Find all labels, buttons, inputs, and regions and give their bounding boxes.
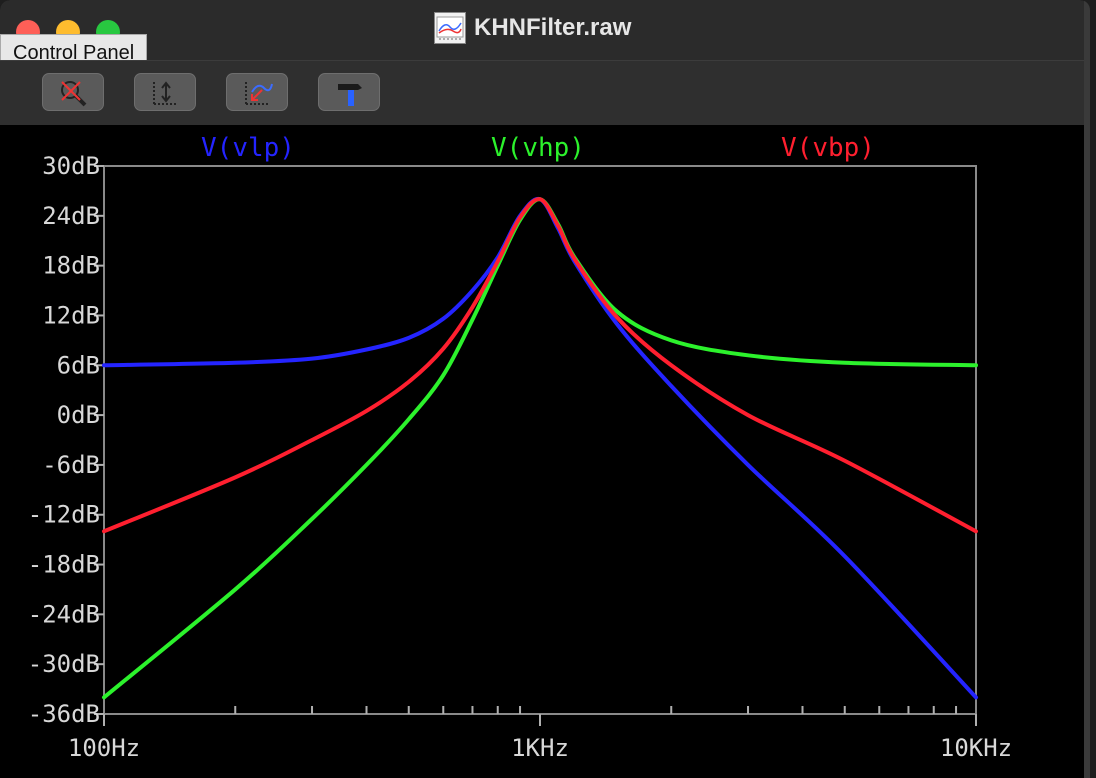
y-tick-label: 30dB [42, 152, 100, 180]
plot-legend: V(vlp) V(vhp) V(vbp) [201, 133, 875, 163]
y-tick-label: 6dB [57, 351, 100, 379]
y-tick-label: 0dB [57, 401, 100, 429]
trace-vvbp[interactable] [102, 197, 978, 534]
zoom-back-button[interactable] [226, 73, 288, 111]
title-bar: KHNFilter.raw Control Panel [0, 0, 1090, 73]
legend-vvhp[interactable]: V(vhp) [491, 133, 585, 163]
toolbar [0, 60, 1090, 125]
y-tick-label: -6dB [42, 451, 100, 479]
x-tick-label: 10KHz [940, 734, 1012, 762]
plot-frame [103, 165, 977, 715]
x-tick-label: 1KHz [511, 734, 569, 762]
y-tick-label: -24dB [28, 600, 100, 628]
waveform-doc-icon [434, 12, 466, 44]
x-tick-label: 100Hz [68, 734, 140, 762]
zoom-back-icon [245, 82, 273, 105]
y-tick-label: 24dB [42, 202, 100, 230]
zoom-cancel-button[interactable] [42, 73, 104, 111]
y-tick-label: -30dB [28, 650, 100, 678]
trace-vvlp[interactable] [102, 196, 978, 700]
legend-vvbp[interactable]: V(vbp) [781, 133, 875, 163]
plot-traces [102, 196, 978, 700]
zoom-cancel-icon [61, 81, 87, 107]
control-panel-button[interactable] [318, 73, 380, 111]
y-tick-label: 18dB [42, 252, 100, 280]
waveform-plot[interactable]: 30dB 24dB 18dB 12dB 6dB 0dB -6dB -12dB -18dB -24d… [0, 124, 1090, 778]
y-tick-label: -12dB [28, 501, 100, 529]
autorange-icon [153, 81, 178, 105]
control-panel-hammer-icon [338, 84, 362, 106]
window-edge [1084, 0, 1090, 778]
trace-vvhp[interactable] [102, 197, 978, 700]
y-tick-label: -36dB [28, 700, 100, 728]
window-title: KHNFilter.raw [474, 14, 632, 41]
y-tick-label: -18dB [28, 551, 100, 579]
autorange-button[interactable] [134, 73, 196, 111]
legend-vvlp[interactable]: V(vlp) [201, 133, 295, 163]
y-tick-label: 12dB [42, 301, 100, 329]
plot-axes: 30dB 24dB 18dB 12dB 6dB 0dB -6dB -12dB -18dB -24d… [28, 152, 1012, 762]
